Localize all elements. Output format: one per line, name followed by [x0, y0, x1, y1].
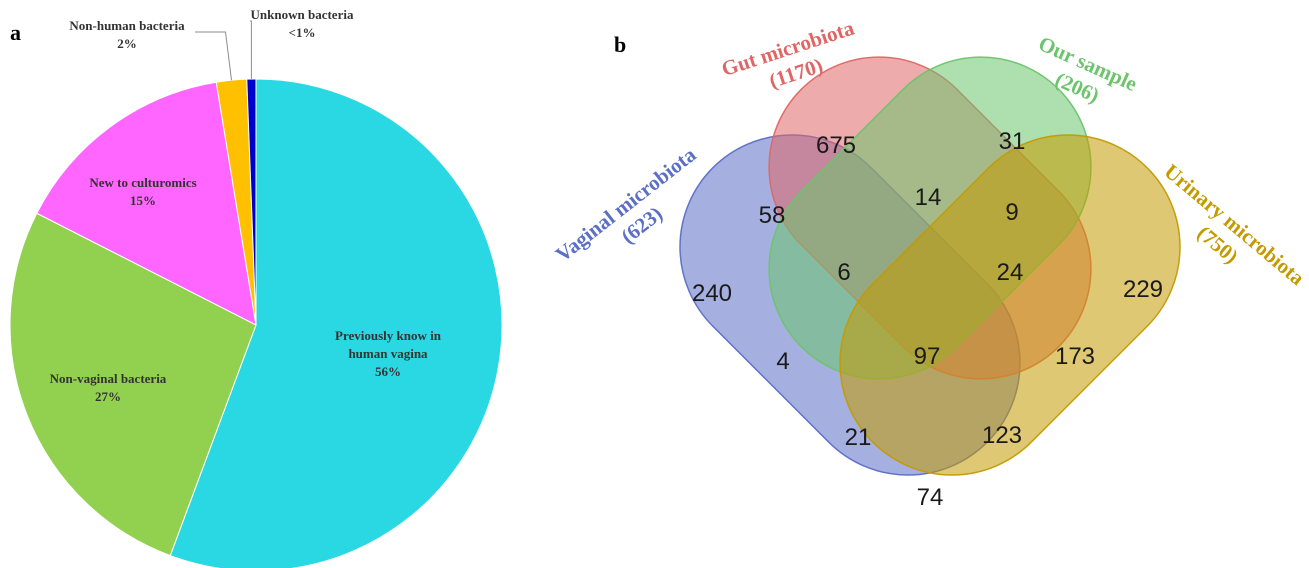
venn-region-gut-our: 14: [915, 184, 942, 211]
pie-leader-lines: [195, 20, 252, 81]
pie-slice-unknown-bacteria: [246, 78, 257, 326]
venn-diagram: Vaginal microbiota(623)Gut microbiota(11…: [551, 15, 1309, 511]
pie-slices: [9, 78, 503, 568]
pie-chart: Previously know in human vagina 56% Non-vag…: [9, 7, 503, 568]
pie-slice-new-to-culturomics: [36, 81, 257, 326]
venn-shapes: [679, 56, 1181, 476]
pie-label-non-vaginal-bacteria: Non-vaginal bacteria 27%: [50, 371, 167, 404]
venn-region-vaginal-gut-urinary: 123: [982, 422, 1022, 449]
pie-label-new-to-culturomics: New to culturomics 15%: [89, 175, 196, 208]
venn-region-vaginal-gut-our: 6: [837, 259, 850, 286]
venn-region-urinary: 229: [1123, 276, 1163, 303]
pie-labels: Previously know in human vagina 56% Non-vag…: [50, 7, 442, 404]
venn-region-vaginal: 240: [692, 280, 732, 307]
venn-region-gut-urinary: 173: [1055, 343, 1095, 370]
leader-line-non-human-bacteria: [195, 31, 232, 81]
venn-region-gut: 675: [816, 132, 856, 159]
venn-region-our-urinary: 9: [1005, 199, 1018, 226]
venn-region-vaginal-urinary: 74: [917, 484, 944, 511]
venn-region-gut-our-urinary: 24: [997, 259, 1024, 286]
venn-region-vaginal-our: 4: [776, 348, 789, 375]
venn-set-urinary-microbiota: [839, 134, 1181, 476]
venn-region-vaginal-our-urinary: 21: [845, 424, 872, 451]
pie-label-previously-know-in-human-vagina: Previously know in human vagina 56%: [335, 328, 442, 379]
venn-region-our: 31: [999, 128, 1026, 155]
pie-label-unknown-bacteria: Unknown bacteria <1%: [251, 7, 354, 40]
venn-region-vaginal-gut-our-urinary: 97: [914, 343, 941, 370]
pie-slice-non-vaginal-bacteria: [9, 212, 257, 557]
panel-b-letter: b: [614, 32, 626, 57]
leader-line-unknown-bacteria: [250, 20, 252, 79]
venn-region-vaginal-gut: 58: [759, 202, 786, 229]
pie-label-non-human-bacteria: Non-human bacteria 2%: [69, 18, 185, 51]
panel-a-letter: a: [10, 20, 21, 45]
